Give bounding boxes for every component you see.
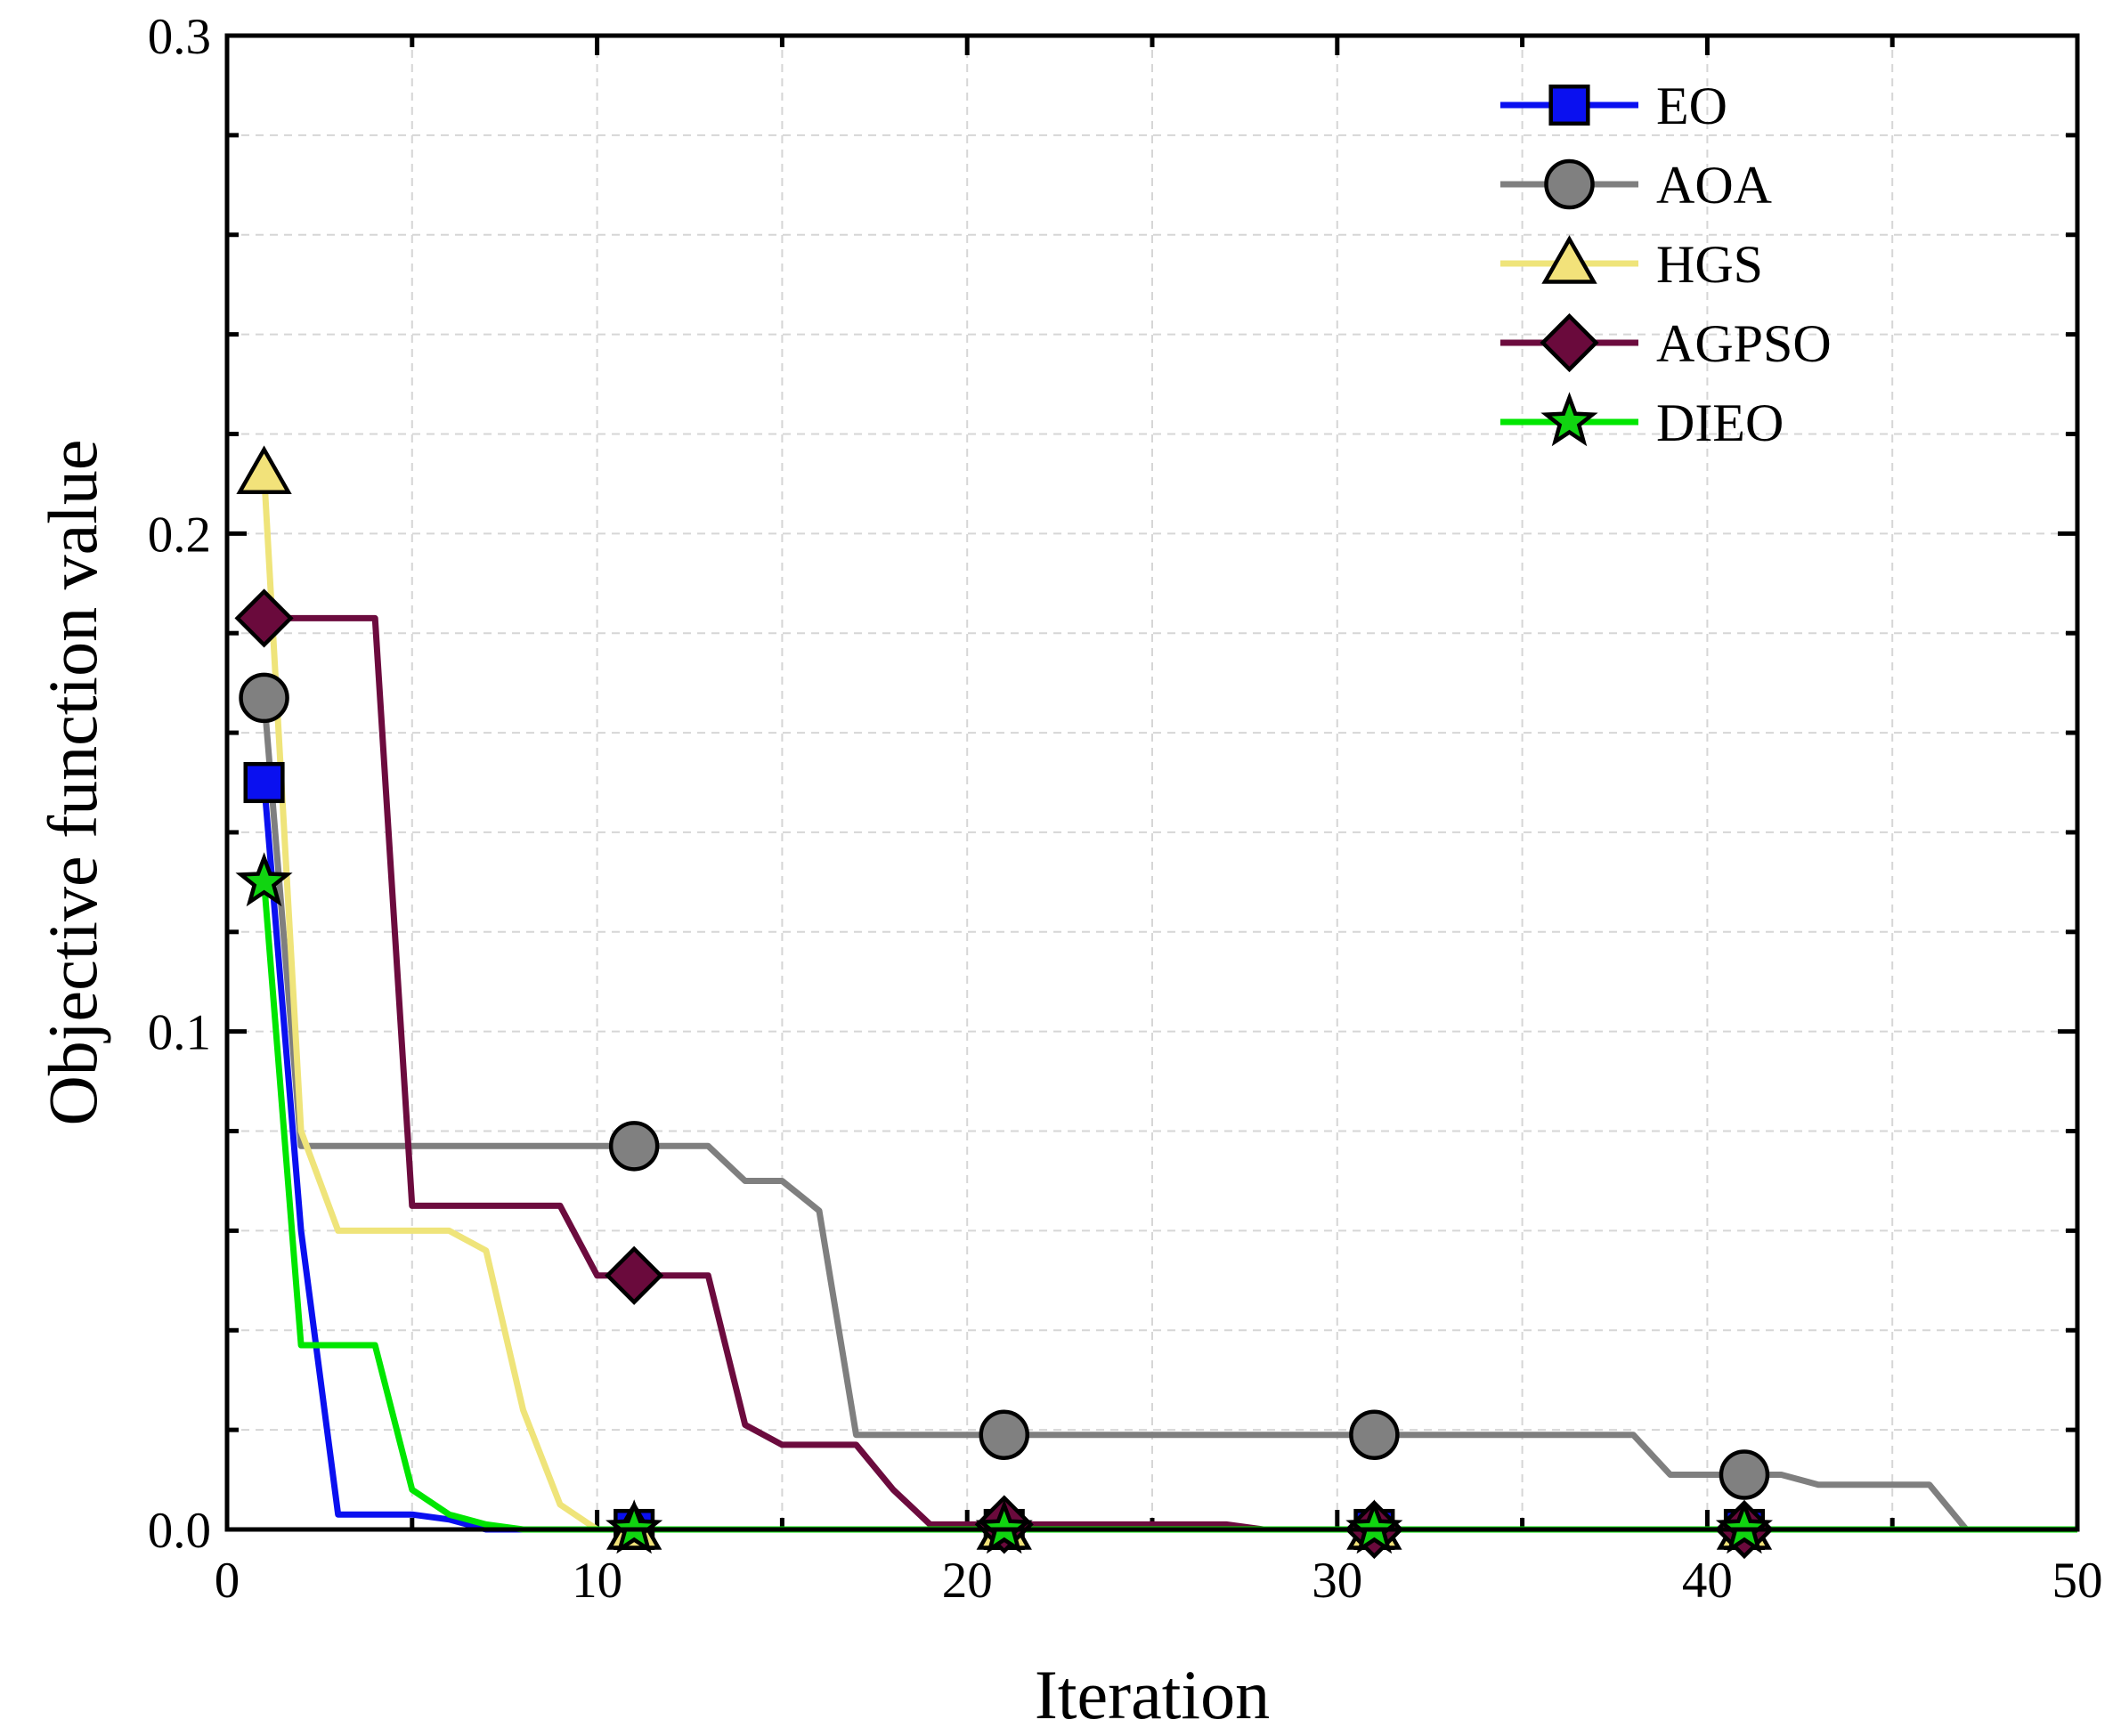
y-tick-label: 0.3 [148, 9, 211, 65]
marker-dieo [235, 852, 293, 907]
legend-label-dieo: DIEO [1656, 393, 1784, 452]
x-tick-label: 30 [1312, 1553, 1362, 1609]
legend-marker-eo [1548, 84, 1590, 126]
marker-aoa [1719, 1449, 1770, 1500]
x-tick-label: 10 [572, 1553, 622, 1609]
marker-aoa [979, 1409, 1030, 1460]
marker-hgs [236, 445, 292, 494]
legend-marker-aoa [1544, 158, 1595, 210]
y-tick-label: 0.2 [148, 507, 211, 563]
legend-label-eo: EO [1656, 77, 1727, 135]
y-axis-title: Objective function value [34, 439, 111, 1125]
marker-dieo [605, 1499, 663, 1554]
legend-label-aoa: AOA [1656, 156, 1772, 215]
x-tick-label: 20 [942, 1553, 993, 1609]
marker-aoa [608, 1121, 660, 1172]
x-tick-label: 50 [2052, 1553, 2103, 1609]
plot-frame [224, 33, 2080, 1532]
marker-aoa [1349, 1409, 1400, 1460]
x-axis-title: Iteration [1035, 1656, 1270, 1733]
marker-dieo [975, 1499, 1033, 1554]
series-markers [234, 445, 1775, 1560]
x-tick-label: 40 [1682, 1553, 1733, 1609]
y-tick-label: 0.0 [148, 1503, 211, 1559]
series-line-aoa [261, 697, 2077, 1533]
legend-marker-dieo [1540, 392, 1598, 447]
marker-agpso [605, 1245, 664, 1305]
x-tick-label: 0 [215, 1553, 240, 1609]
legend-marker-hgs [1541, 235, 1597, 284]
grid-lines [227, 36, 2077, 1529]
legend: EO AOA HGS AGPSO DIEO [1500, 77, 1832, 452]
tick-labels: 0 10 20 30 40 50 0.0 0.1 0.2 0.3 [148, 9, 2103, 1609]
marker-agpso [234, 588, 294, 648]
marker-eo [243, 761, 285, 804]
marker-dieo [1345, 1499, 1403, 1554]
marker-dieo [1715, 1499, 1773, 1554]
marker-aoa [239, 672, 289, 724]
legend-label-agpso: AGPSO [1656, 314, 1832, 373]
legend-marker-agpso [1540, 312, 1599, 373]
legend-label-hgs: HGS [1656, 235, 1763, 294]
y-tick-label: 0.1 [148, 1005, 211, 1061]
